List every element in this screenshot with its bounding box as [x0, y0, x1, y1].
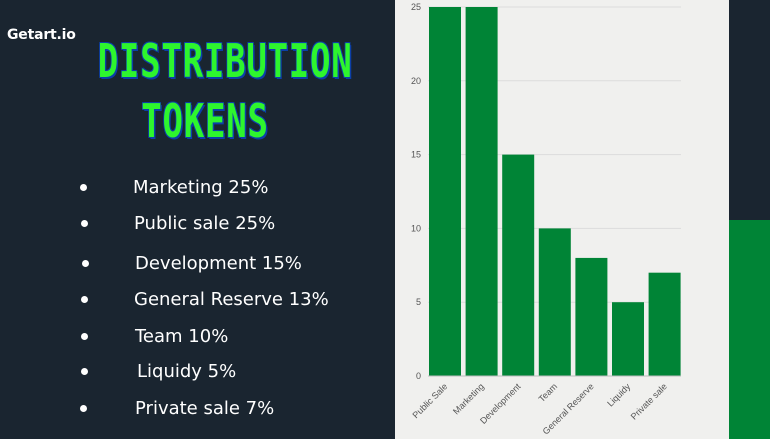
list-item-label: General Reserve 13% — [134, 289, 329, 310]
bar — [612, 302, 644, 376]
list-item-label: Development 15% — [135, 253, 302, 274]
y-tick-label: 0 — [416, 371, 421, 381]
x-tick-label: Team — [537, 381, 560, 404]
x-tick-label: Liquidy — [605, 381, 633, 409]
list-item-label: Private sale 7% — [135, 398, 275, 419]
bar — [502, 154, 535, 376]
list-item-label: Marketing 25% — [133, 177, 269, 198]
y-tick-label: 10 — [411, 223, 421, 233]
bar-chart-panel: 0 5 10 15 20 25 Public Sale Marketing Developmen… — [395, 0, 729, 439]
x-tick-label: Private sale — [629, 381, 669, 421]
y-tick-label: 5 — [416, 297, 421, 307]
y-tick-label: 20 — [411, 76, 421, 86]
bullet-icon — [80, 184, 87, 191]
bar — [575, 257, 608, 376]
headline-line-1: DISTRIBUTION — [97, 34, 353, 88]
bar — [648, 272, 681, 376]
x-tick-label: Public Sale — [411, 381, 450, 420]
brand-logo-text: Getart.io — [7, 27, 76, 43]
bar — [429, 7, 461, 376]
bullet-icon — [81, 368, 88, 375]
bullet-icon — [80, 405, 87, 412]
bullet-icon — [81, 333, 88, 340]
bar — [465, 7, 498, 376]
list-item-label: Public sale 25% — [134, 213, 276, 234]
list-item-label: Team 10% — [135, 326, 229, 347]
headline-line-2: TOKENS — [141, 94, 269, 148]
list-item-label: Liquidy 5% — [137, 361, 237, 382]
bullet-icon — [81, 220, 88, 227]
accent-block — [729, 220, 770, 439]
bar — [538, 228, 571, 376]
bullet-icon — [81, 296, 88, 303]
x-tick-label: Marketing — [451, 381, 486, 416]
bullet-icon — [82, 260, 89, 267]
y-tick-label: 15 — [411, 150, 421, 160]
distribution-list: Marketing 25% Public sale 25% Developmen… — [80, 177, 329, 419]
y-tick-label: 25 — [411, 2, 421, 12]
